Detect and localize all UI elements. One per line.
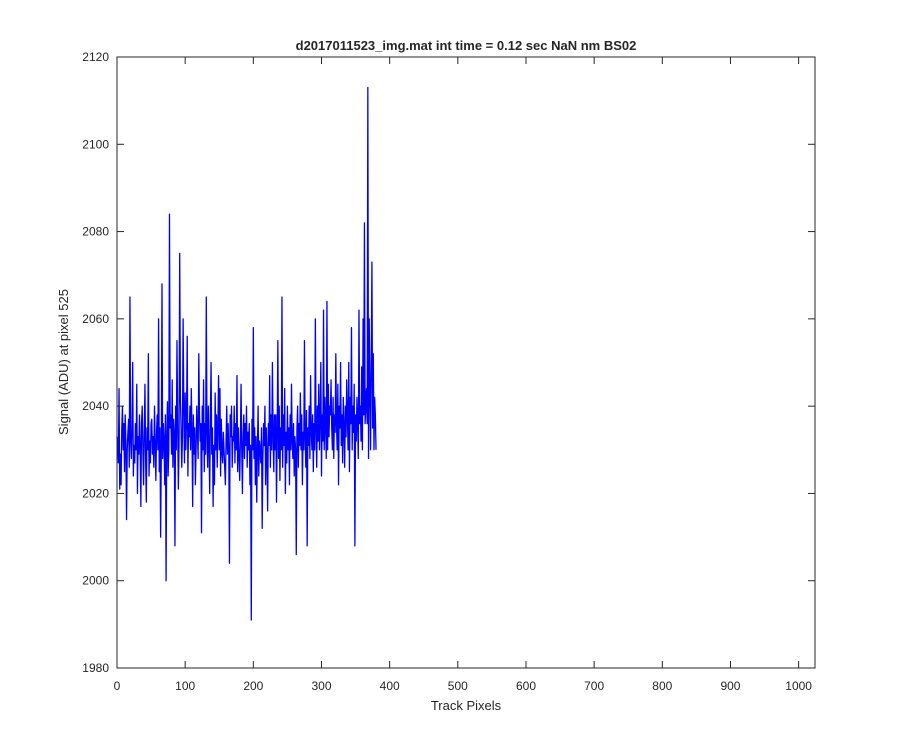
x-tick-label: 200 [243,679,263,693]
x-tick-label: 100 [175,679,195,693]
y-axis: 1980 2000 2020 2040 2060 2080 2100 2120 [82,50,815,675]
x-tick-label: 400 [380,679,400,693]
y-tick-label: 2060 [82,312,109,326]
plot-background [117,57,815,668]
axes-box [116,56,816,669]
series-layer [117,86,377,621]
x-tick-label: 500 [448,679,468,693]
x-axis-title: Track Pixels [431,698,502,713]
x-tick-label: 300 [311,679,331,693]
x-tick-label: 900 [720,679,740,693]
y-tick-label: 2080 [82,225,109,239]
x-tick-label: 800 [652,679,672,693]
y-tick-label: 1980 [82,661,109,675]
y-tick-label: 2040 [82,399,109,413]
x-axis: 0 100 200 300 400 500 600 700 800 900 1000 [114,57,812,693]
x-tick-label: 0 [114,679,121,693]
x-tick-label: 600 [516,679,536,693]
chart-title: d2017011523_img.mat int time = 0.12 sec … [296,38,637,53]
y-tick-label: 2120 [82,50,109,64]
series-line-1 [117,86,377,621]
y-tick-label: 2020 [82,486,109,500]
x-tick-label: 1000 [785,679,812,693]
y-tick-label: 2100 [82,137,109,151]
y-axis-title: Signal (ADU) at pixel 525 [56,289,71,435]
x-tick-label: 700 [584,679,604,693]
y-tick-label: 2000 [82,574,109,588]
